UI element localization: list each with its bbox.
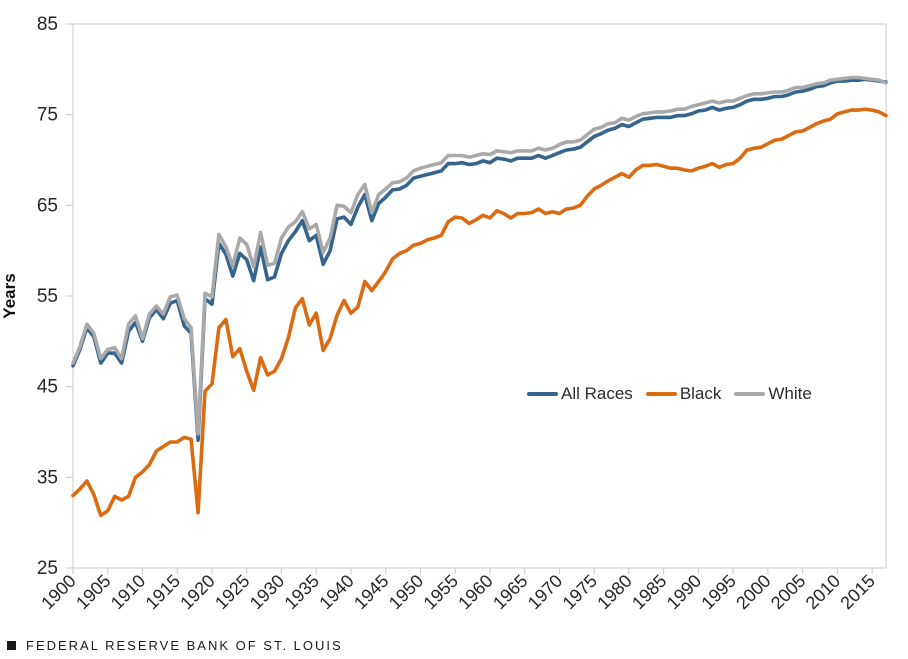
- y-tick-label: 85: [37, 14, 58, 35]
- series-line-white: [71, 75, 888, 436]
- y-tick-label: 75: [37, 105, 58, 126]
- legend-item-white: White: [734, 384, 812, 403]
- x-tick-label: 1955: [420, 571, 462, 613]
- y-tick-label: 65: [37, 195, 58, 216]
- y-axis-title: Years: [0, 273, 19, 318]
- x-tick-label: 2010: [802, 571, 844, 613]
- x-tick-label: 1965: [489, 571, 531, 613]
- series-line-all-races: [71, 77, 888, 443]
- x-tick-label: 1975: [559, 571, 601, 613]
- x-tick-label: 1930: [246, 571, 288, 613]
- chart-legend: All Races Black White: [527, 385, 812, 402]
- x-tick-label: 1920: [176, 571, 218, 613]
- x-tick-label: 1960: [454, 571, 496, 613]
- x-tick-label: 1905: [72, 571, 114, 613]
- series-line-black: [71, 107, 888, 518]
- legend-item-black: Black: [645, 384, 722, 403]
- source-label: FEDERAL RESERVE BANK OF ST. LOUIS: [26, 638, 343, 653]
- x-tick-label: 1935: [281, 571, 323, 613]
- x-tick-label: 1970: [524, 571, 566, 613]
- x-tick-label: 1925: [211, 571, 253, 613]
- x-tick-label: 1910: [107, 571, 149, 613]
- x-tick-label: 1915: [142, 571, 184, 613]
- y-tick-label: 55: [37, 286, 58, 307]
- x-tick-label: 1980: [593, 571, 635, 613]
- x-tick-label: 1945: [350, 571, 392, 613]
- y-tick-label: 35: [37, 467, 58, 488]
- legend-label-black: Black: [679, 384, 722, 403]
- x-tick-label: 1995: [697, 571, 739, 613]
- legend-label-all-races: All Races: [561, 384, 633, 403]
- x-tick-label: 2005: [767, 571, 809, 613]
- all-races-line-swatch-icon: [527, 391, 558, 396]
- life-expectancy-line-chart: 25 35 45 55 65 75 85 19001905191019151920192519…: [0, 14, 888, 613]
- x-tick-label: 2000: [732, 571, 774, 613]
- x-tick-label: 1940: [315, 571, 357, 613]
- black-line-swatch-icon: [645, 391, 677, 396]
- source-footer: FEDERAL RESERVE BANK OF ST. LOUIS: [7, 638, 343, 653]
- x-tick-label: 1985: [628, 571, 670, 613]
- x-axis: 1900190519101915192019251930193519401945…: [37, 568, 879, 613]
- fred-square-icon: [7, 641, 16, 650]
- white-line-swatch-icon: [734, 391, 766, 396]
- legend-item-all-races: All Races: [527, 385, 633, 402]
- y-tick-label: 45: [37, 377, 58, 398]
- y-tick-label: 25: [37, 558, 58, 579]
- legend-label-white: White: [768, 384, 812, 403]
- x-tick-label: 1950: [385, 571, 427, 613]
- x-tick-label: 2015: [836, 571, 878, 613]
- x-tick-label: 1990: [663, 571, 705, 613]
- y-axis: 25 35 45 55 65 75 85: [37, 14, 73, 579]
